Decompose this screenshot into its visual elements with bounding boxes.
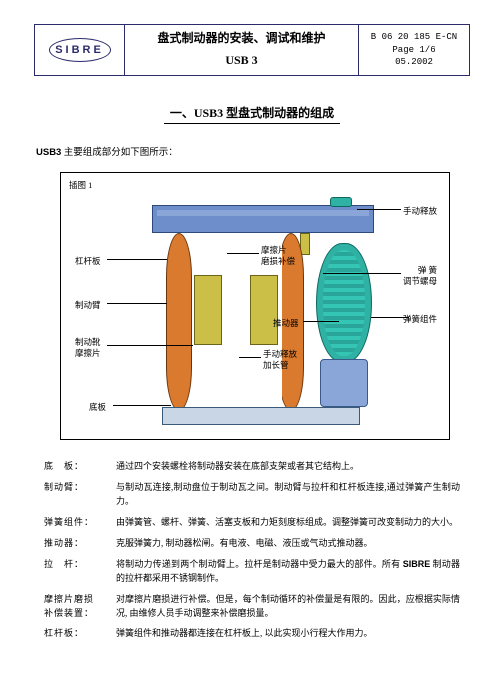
term-value: 将制动力传递到两个制动臂上。拉杆是制动器中受力最大的部件。所有 SIBRE 制动… <box>116 558 460 586</box>
term-row: 拉 杆将制动力传递到两个制动臂上。拉杆是制动器中受力最大的部件。所有 SIBRE… <box>44 558 460 586</box>
term-key: 底 板 <box>44 460 116 474</box>
term-key: 摩擦片磨损补偿装置 <box>44 593 116 621</box>
header-meta-cell: B 06 20 185 E-CN Page 1/6 05.2002 <box>359 25 469 75</box>
friction-pad-right <box>250 275 278 345</box>
term-value: 由弹簧管、螺杆、弹簧、活塞支板和力矩刻度标组成。调整弹簧可改变制动力的大小。 <box>116 516 460 530</box>
label-spring-nut: 弹 簧调节螺母 <box>403 265 437 286</box>
term-row: 摩擦片磨损补偿装置对摩擦片磨损进行补偿。但是，每个制动循环的补偿量是有限的。因此… <box>44 593 460 621</box>
doc-title-line2: USB 3 <box>225 50 257 72</box>
leader-brake-shoe <box>107 345 193 346</box>
term-value: 与制动瓦连接,制动盘位于制动瓦之间。制动臂与拉杆和杠杆板连接,通过弹簧产生制动力… <box>116 481 460 509</box>
label-actuator: 推动器 <box>273 317 299 329</box>
page-number: Page 1/6 <box>392 44 435 57</box>
label-lever-plate: 杠杆板 <box>75 255 101 267</box>
leader-actuator <box>303 321 339 322</box>
term-row: 底 板通过四个安装螺栓将制动器安装在底部支架或者其它结构上。 <box>44 460 460 474</box>
doc-title-line1: 盘式制动器的安装、调试和维护 <box>157 28 325 50</box>
leader-pad-wear <box>227 253 259 254</box>
doc-number: B 06 20 185 E-CN <box>371 31 457 44</box>
leader-spring-nut <box>323 273 401 274</box>
figure-caption: 插图 1 <box>69 179 92 191</box>
term-value: 克服弹簧力, 制动器松闸。有电液、电磁、液压或气动式推动器。 <box>116 537 460 551</box>
brake-arm-left <box>166 233 192 411</box>
label-manual-ext: 手动释放加长管 <box>263 349 297 370</box>
terms-table: 底 板通过四个安装螺栓将制动器安装在底部支架或者其它结构上。制动臂与制动瓦连接,… <box>44 460 460 648</box>
leader-manual-ext <box>239 357 261 358</box>
term-key: 杠杆板 <box>44 627 116 641</box>
section-heading-text: 一、USB3 型盘式制动器的组成 <box>164 104 340 124</box>
doc-date: 05.2002 <box>395 56 433 69</box>
header-frame: SIBRE 盘式制动器的安装、调试和维护 USB 3 B 06 20 185 E… <box>34 24 470 76</box>
figure-frame: 插图 1 杠杆板 制动臂 制动靴摩擦片 底板 摩擦片磨损补偿 推动器 手动 <box>60 172 450 440</box>
intro-text: 主要组成部分如下图所示： <box>61 148 177 158</box>
leader-lever-plate <box>107 259 167 260</box>
friction-pad-left <box>194 275 222 345</box>
leader-brake-arm <box>107 303 167 304</box>
header-title-cell: 盘式制动器的安装、调试和维护 USB 3 <box>125 25 359 75</box>
label-manual-release: 手动释放 <box>403 205 437 217</box>
term-key: 拉 杆 <box>44 558 116 586</box>
label-base-plate: 底板 <box>89 401 106 413</box>
leader-base-plate <box>113 405 171 406</box>
base-plate <box>162 407 360 425</box>
label-brake-arm: 制动臂 <box>75 299 101 311</box>
term-key: 制动臂 <box>44 481 116 509</box>
intro-line: USB3 主要组成部分如下图所示： <box>36 144 178 158</box>
term-row: 推动器克服弹簧力, 制动器松闸。有电液、电磁、液压或气动式推动器。 <box>44 537 460 551</box>
term-value: 对摩擦片磨损进行补偿。但是，每个制动循环的补偿量是有限的。因此，应根据实际情况,… <box>116 593 460 621</box>
label-pad-wear: 摩擦片磨损补偿 <box>261 245 295 266</box>
leader-spring-unit <box>371 317 409 318</box>
logo: SIBRE <box>49 38 111 62</box>
header-logo-cell: SIBRE <box>35 25 125 75</box>
section-heading: 一、USB3 型盘式制动器的组成 <box>0 104 504 124</box>
term-row: 弹簧组件由弹簧管、螺杆、弹簧、活塞支板和力矩刻度标组成。调整弹簧可改变制动力的大… <box>44 516 460 530</box>
intro-model: USB3 <box>36 147 61 158</box>
page: SIBRE 盘式制动器的安装、调试和维护 USB 3 B 06 20 185 E… <box>0 0 504 696</box>
actuator-base <box>320 359 368 407</box>
manual-release-lever <box>330 197 352 207</box>
actuator-body <box>316 243 372 363</box>
term-value: 弹簧组件和推动器都连接在杠杆板上, 以此实现小行程大作用力。 <box>116 627 460 641</box>
term-row: 杠杆板弹簧组件和推动器都连接在杠杆板上, 以此实现小行程大作用力。 <box>44 627 460 641</box>
top-beam <box>152 205 374 233</box>
term-key: 推动器 <box>44 537 116 551</box>
leader-manual-release <box>357 209 401 210</box>
term-row: 制动臂与制动瓦连接,制动盘位于制动瓦之间。制动臂与拉杆和杠杆板连接,通过弹簧产生… <box>44 481 460 509</box>
brake-drawing <box>156 199 366 425</box>
term-value: 通过四个安装螺栓将制动器安装在底部支架或者其它结构上。 <box>116 460 460 474</box>
label-spring-unit: 弹簧组件 <box>403 313 437 325</box>
label-brake-shoe: 制动靴摩擦片 <box>75 337 101 358</box>
term-key: 弹簧组件 <box>44 516 116 530</box>
